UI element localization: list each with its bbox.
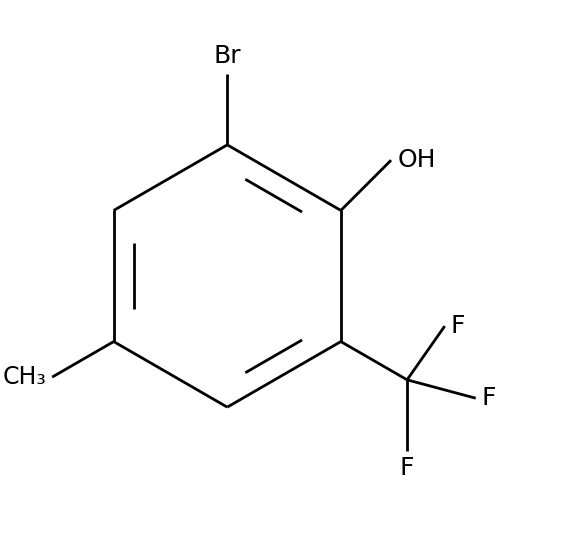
Text: OH: OH [398, 148, 436, 172]
Text: F: F [450, 314, 464, 338]
Text: F: F [400, 457, 414, 480]
Text: Br: Br [213, 44, 241, 68]
Text: CH₃: CH₃ [3, 365, 47, 389]
Text: F: F [481, 386, 496, 410]
